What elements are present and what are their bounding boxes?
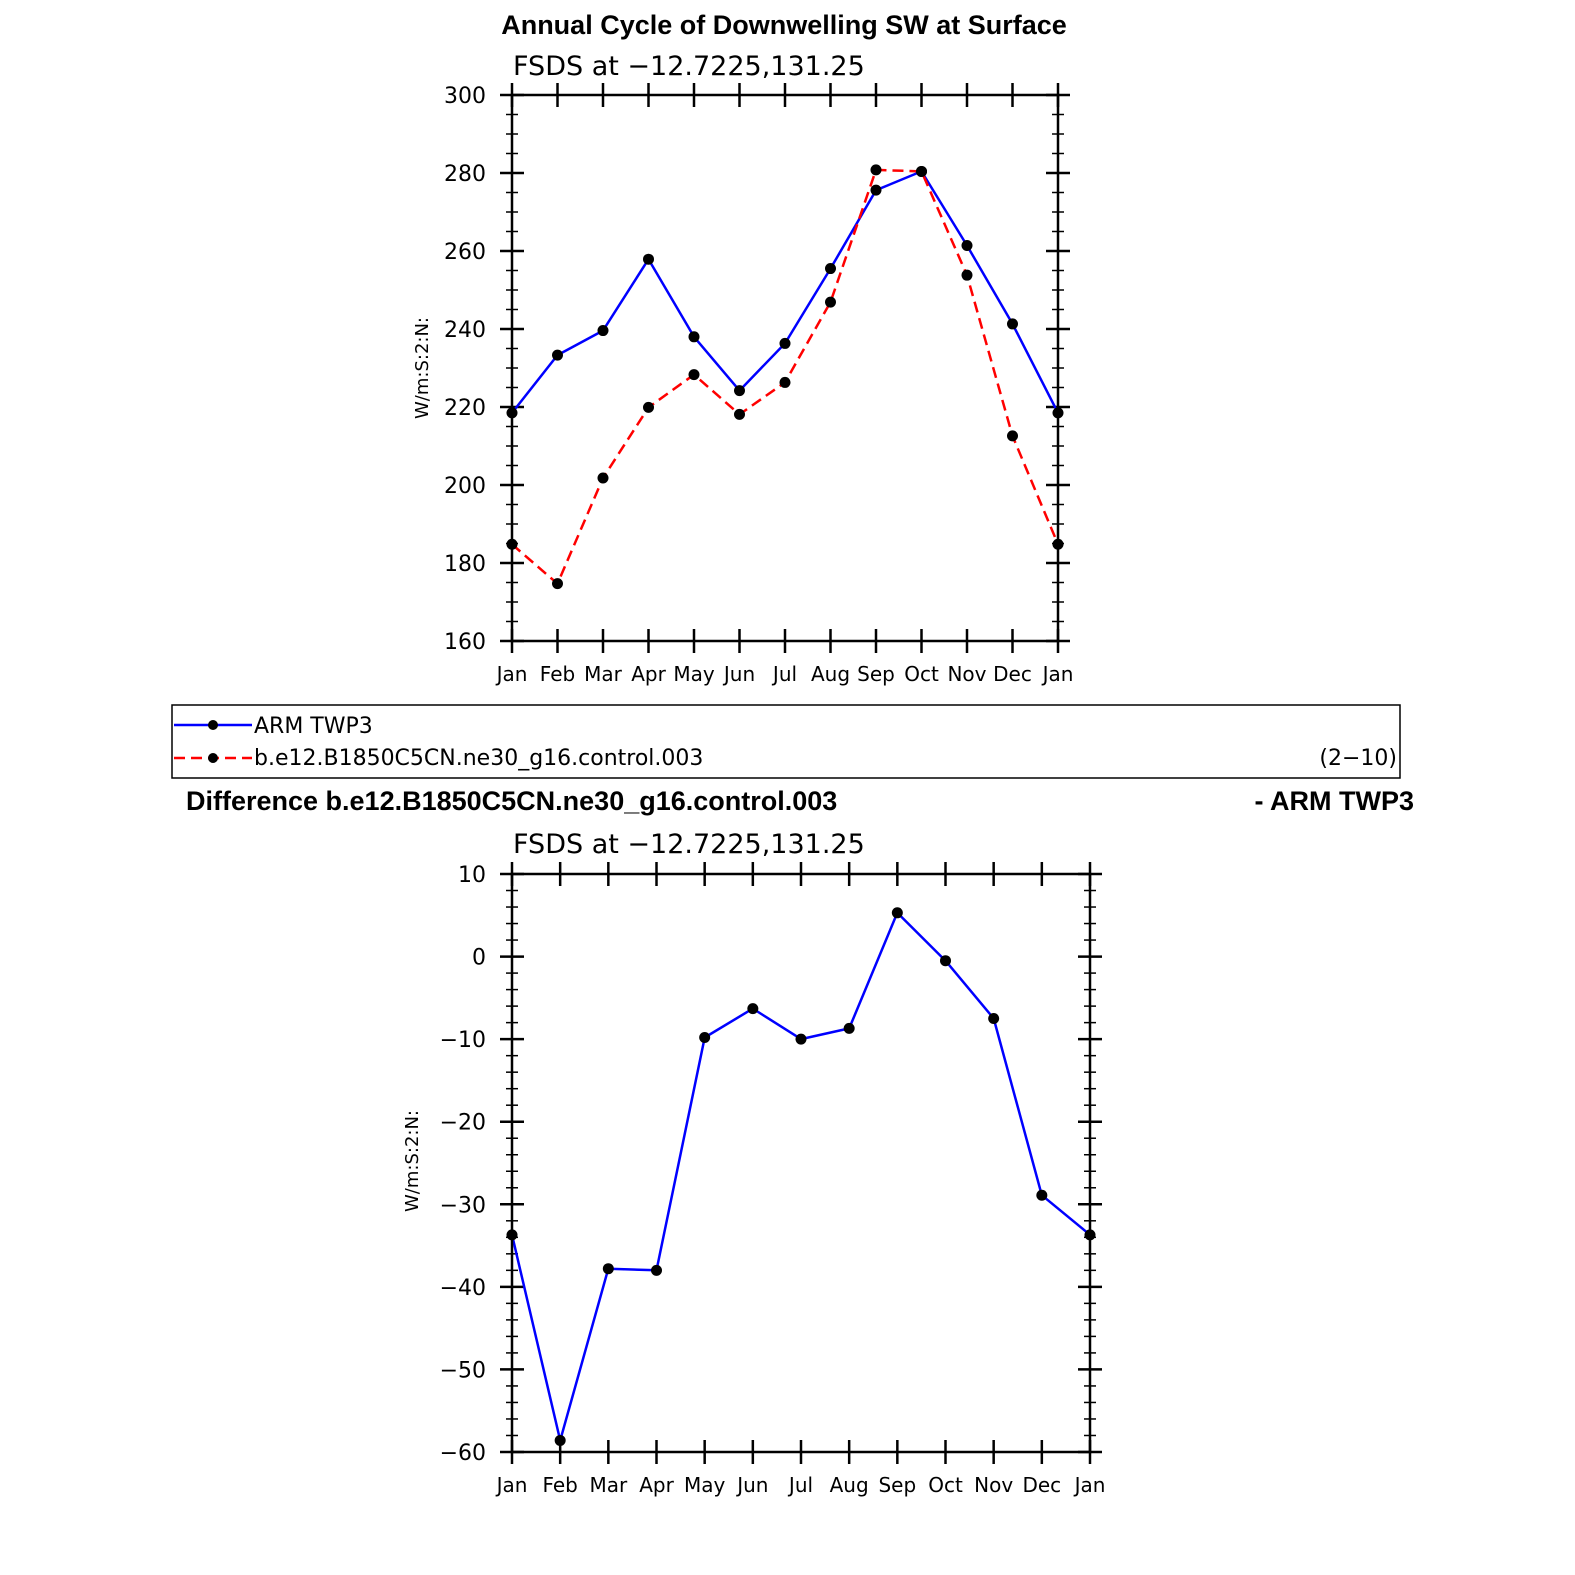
- chart2-ytick-label: −10: [440, 1028, 486, 1053]
- chart1-xtick-label: Feb: [540, 662, 575, 686]
- chart2-series-line-series-0: [510, 911, 1091, 1442]
- chart2-data-point-series-0: [699, 1031, 711, 1043]
- chart2-xtick-label: Aug: [830, 1473, 869, 1497]
- chart2-xtick-label: Jul: [787, 1473, 813, 1497]
- chart2-data-point-series-0: [554, 1434, 566, 1446]
- chart1-data-point-arm-twp3: [870, 184, 882, 196]
- chart1-series-line-arm-twp3: [511, 170, 1060, 414]
- chart1-xtick-label: Jun: [722, 662, 755, 686]
- chart2-subtitle: FSDS at −12.7225,131.25: [513, 829, 865, 860]
- chart2-data-point-series-0: [747, 1003, 759, 1015]
- chart2-title-right: - ARM TWP3: [1255, 786, 1414, 816]
- chart2-title: Difference b.e12.B1850C5CN.ne30_g16.cont…: [186, 786, 837, 816]
- chart1-ytick-label: 240: [444, 318, 486, 343]
- legend-marker-arm-twp3: [208, 720, 218, 730]
- chart1-xtick-label: Nov: [947, 662, 986, 686]
- chart1-ytick-label: 200: [444, 474, 486, 499]
- chart1-data-point-arm-twp3: [643, 253, 654, 265]
- chart1-data-point-arm-twp3: [825, 263, 836, 275]
- chart1-series-line-b-e12-b1850c5cn-ne30-g16-control-003: [511, 168, 1060, 585]
- chart1-data-point-b-e12-b1850c5cn-ne30-g16-control-003: [825, 296, 836, 308]
- chart1-data-point-b-e12-b1850c5cn-ne30-g16-control-003: [552, 578, 563, 590]
- chart1-data-point-b-e12-b1850c5cn-ne30-g16-control-003: [734, 408, 745, 420]
- legend-item-model: b.e12.B1850C5CN.ne30_g16.control.003: [174, 746, 703, 771]
- chart1-xtick-label: May: [673, 662, 715, 686]
- chart2-xtick-label: Jan: [1073, 1473, 1106, 1497]
- legend-marker-model: [208, 753, 218, 763]
- chart1-xtick-label: Sep: [857, 662, 895, 686]
- chart1-ytick-label: 220: [444, 396, 486, 421]
- chart2-ytick-label: −30: [440, 1193, 486, 1218]
- chart1-y-axis-label: W/m:S:2:N:: [412, 317, 433, 419]
- chart1-ytick-label: 300: [444, 84, 486, 109]
- chart1-data-point-b-e12-b1850c5cn-ne30-g16-control-003: [597, 472, 609, 484]
- chart2-data-point-series-0: [602, 1263, 614, 1275]
- chart1-data-point-arm-twp3: [1007, 318, 1018, 330]
- chart1-data-point-b-e12-b1850c5cn-ne30-g16-control-003: [961, 269, 973, 281]
- chart1-data-point-arm-twp3: [961, 240, 973, 252]
- legend-label-arm-twp3: ARM TWP3: [254, 714, 373, 739]
- chart2-xtick-label: Dec: [1022, 1473, 1061, 1497]
- chart2-xtick-label: Sep: [878, 1473, 916, 1497]
- chart2-data-point-series-0: [1036, 1189, 1048, 1201]
- chart2-data-point-series-0: [843, 1022, 855, 1034]
- chart1-xtick-label: Apr: [631, 662, 666, 686]
- chart1-ytick-label: 280: [444, 162, 486, 187]
- chart2-data-point-series-0: [940, 955, 951, 967]
- chart2-xtick-label: Jan: [495, 1473, 528, 1497]
- chart2-xtick-label: Oct: [928, 1473, 963, 1497]
- chart1-ytick-label: 180: [444, 552, 486, 577]
- chart1-data-point-arm-twp3: [734, 385, 745, 397]
- legend-item-arm-twp3: ARM TWP3: [174, 714, 373, 739]
- chart1-xtick-label: Oct: [904, 662, 939, 686]
- chart1-data-point-b-e12-b1850c5cn-ne30-g16-control-003: [779, 376, 791, 388]
- chart2-data-point-series-0: [988, 1013, 1000, 1024]
- annual-cycle-chart: Annual Cycle of Downwelling SW at Surfac…: [412, 10, 1073, 686]
- legend-panel-note: (2−10): [1319, 746, 1397, 771]
- chart2-ytick-label: −60: [440, 1441, 486, 1466]
- chart2-ytick-label: −40: [440, 1276, 486, 1301]
- chart2-y-axis-label: W/m:S:2:N:: [402, 1110, 423, 1212]
- chart2-xtick-label: May: [684, 1473, 726, 1497]
- chart1-data-point-b-e12-b1850c5cn-ne30-g16-control-003: [870, 164, 882, 176]
- chart1-data-point-arm-twp3: [688, 331, 700, 343]
- legend: ARM TWP3 b.e12.B1850C5CN.ne30_g16.contro…: [171, 704, 1401, 779]
- legend-box: [171, 704, 1401, 779]
- chart2-ytick-label: −50: [440, 1358, 486, 1383]
- chart2-plot-frame: [510, 872, 1092, 1454]
- chart1-xtick-label: Aug: [811, 662, 850, 686]
- chart1-data-point-b-e12-b1850c5cn-ne30-g16-control-003: [1007, 430, 1018, 442]
- chart1-xtick-label: Jan: [1041, 662, 1074, 686]
- chart2-ytick-label: 0: [472, 946, 486, 971]
- chart2-data-point-series-0: [891, 907, 903, 919]
- chart2-xtick-label: Feb: [542, 1473, 577, 1497]
- chart1-subtitle: FSDS at −12.7225,131.25: [513, 51, 865, 82]
- chart1-xtick-label: Mar: [584, 662, 623, 686]
- chart1-plot-frame: [510, 93, 1060, 643]
- chart2-xtick-label: Nov: [974, 1473, 1013, 1497]
- chart1-data-point-b-e12-b1850c5cn-ne30-g16-control-003: [916, 165, 927, 177]
- chart1-ytick-label: 260: [444, 240, 486, 265]
- chart2-xtick-label: Mar: [589, 1473, 628, 1497]
- difference-chart: Difference b.e12.B1850C5CN.ne30_g16.cont…: [186, 786, 1414, 1497]
- chart2-data-point-series-0: [795, 1033, 807, 1045]
- chart2-xtick-label: Jun: [735, 1473, 768, 1497]
- chart1-xtick-label: Dec: [993, 662, 1032, 686]
- chart2-ytick-label: 10: [458, 863, 486, 888]
- chart1-ytick-label: 160: [444, 630, 486, 655]
- chart1-xtick-label: Jul: [771, 662, 797, 686]
- chart1-data-point-b-e12-b1850c5cn-ne30-g16-control-003: [688, 369, 700, 381]
- chart1-xtick-label: Jan: [495, 662, 528, 686]
- chart1-data-point-arm-twp3: [597, 325, 609, 337]
- chart1-title: Annual Cycle of Downwelling SW at Surfac…: [501, 10, 1067, 40]
- chart1-data-point-arm-twp3: [552, 349, 563, 361]
- chart2-ytick-label: −20: [440, 1111, 486, 1136]
- chart2-data-point-series-0: [651, 1264, 662, 1276]
- chart1-data-point-b-e12-b1850c5cn-ne30-g16-control-003: [643, 401, 654, 413]
- chart1-data-point-arm-twp3: [779, 337, 791, 349]
- legend-label-model: b.e12.B1850C5CN.ne30_g16.control.003: [254, 746, 703, 771]
- chart2-xtick-label: Apr: [639, 1473, 674, 1497]
